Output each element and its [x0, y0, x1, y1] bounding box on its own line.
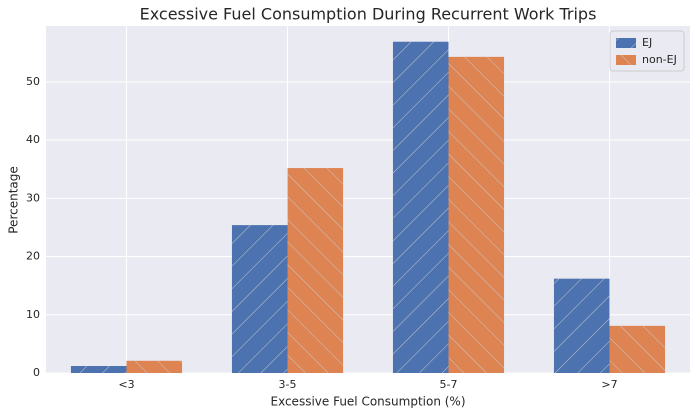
legend-swatch-hatch: [616, 38, 636, 48]
y-tick-label: 10: [26, 308, 40, 321]
legend-label: non-EJ: [642, 53, 677, 66]
y-tick-label: 40: [26, 133, 40, 146]
legend-label: EJ: [642, 36, 652, 49]
x-tick-label: 5-7: [440, 378, 458, 391]
bar-hatch: [287, 168, 344, 373]
chart-title: Excessive Fuel Consumption During Recurr…: [140, 5, 597, 24]
bar-hatch: [392, 41, 449, 374]
y-tick-label: 0: [33, 366, 40, 379]
x-tick-label: >7: [601, 378, 617, 391]
y-tick-label: 20: [26, 250, 40, 263]
y-axis-label: Percentage: [7, 166, 21, 234]
x-axis-label: Excessive Fuel Consumption (%): [270, 395, 465, 409]
y-tick-label: 30: [26, 191, 40, 204]
y-tick-label: 50: [26, 75, 40, 88]
bar-hatch: [609, 325, 666, 373]
bar-hatch: [231, 225, 288, 373]
bar-hatch: [70, 366, 127, 373]
bar-hatch: [126, 360, 183, 373]
legend-swatch-hatch: [616, 55, 636, 65]
x-tick-label: 3-5: [279, 378, 297, 391]
bar-hatch: [553, 278, 610, 373]
bar-hatch: [448, 56, 505, 373]
x-tick-label: <3: [118, 378, 134, 391]
